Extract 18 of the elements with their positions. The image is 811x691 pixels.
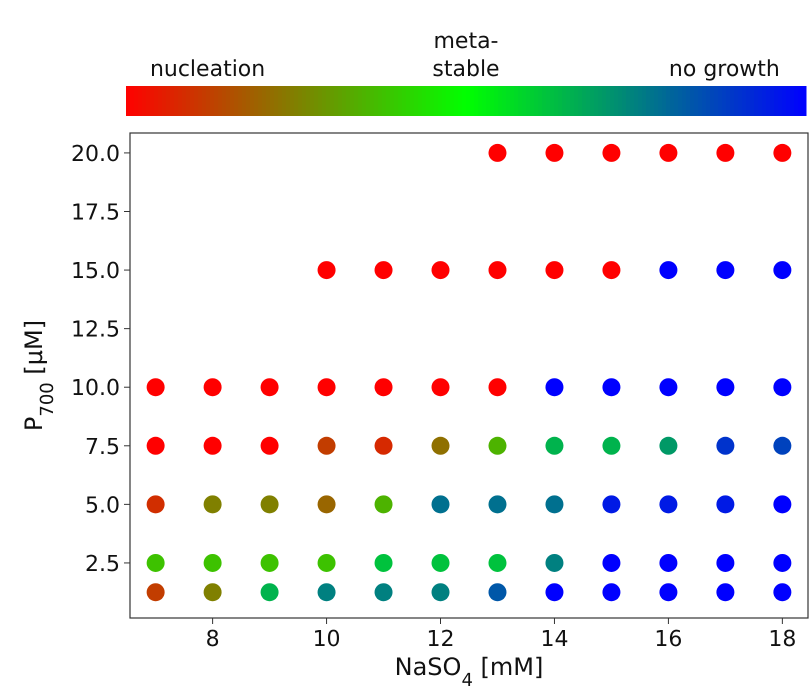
x-tick-label: 14 bbox=[540, 627, 568, 652]
x-tick-label: 8 bbox=[206, 627, 220, 652]
y-tick-label: 20.0 bbox=[71, 142, 120, 167]
y-tick-label: 5.0 bbox=[85, 493, 120, 518]
x-axis-title: NaSO$_{4}$ [mM] bbox=[394, 653, 544, 690]
color-bar-label: no growth bbox=[668, 57, 780, 82]
x-tick-label: 18 bbox=[768, 627, 796, 652]
y-tick-label: 10.0 bbox=[71, 376, 120, 402]
color-bar-label: meta- stable bbox=[432, 29, 500, 82]
x-tick-label: 10 bbox=[312, 627, 341, 652]
x-tick-label: 16 bbox=[654, 627, 682, 652]
color-bar-label: nucleation bbox=[150, 57, 266, 82]
x-tick-label: 12 bbox=[426, 627, 455, 652]
y-tick-label: 15.0 bbox=[71, 259, 120, 284]
y-tick-label: 7.5 bbox=[85, 434, 120, 460]
y-tick-label: 17.5 bbox=[71, 200, 120, 226]
y-tick-label: 12.5 bbox=[71, 318, 120, 343]
y-tick-label: 2.5 bbox=[85, 552, 120, 577]
